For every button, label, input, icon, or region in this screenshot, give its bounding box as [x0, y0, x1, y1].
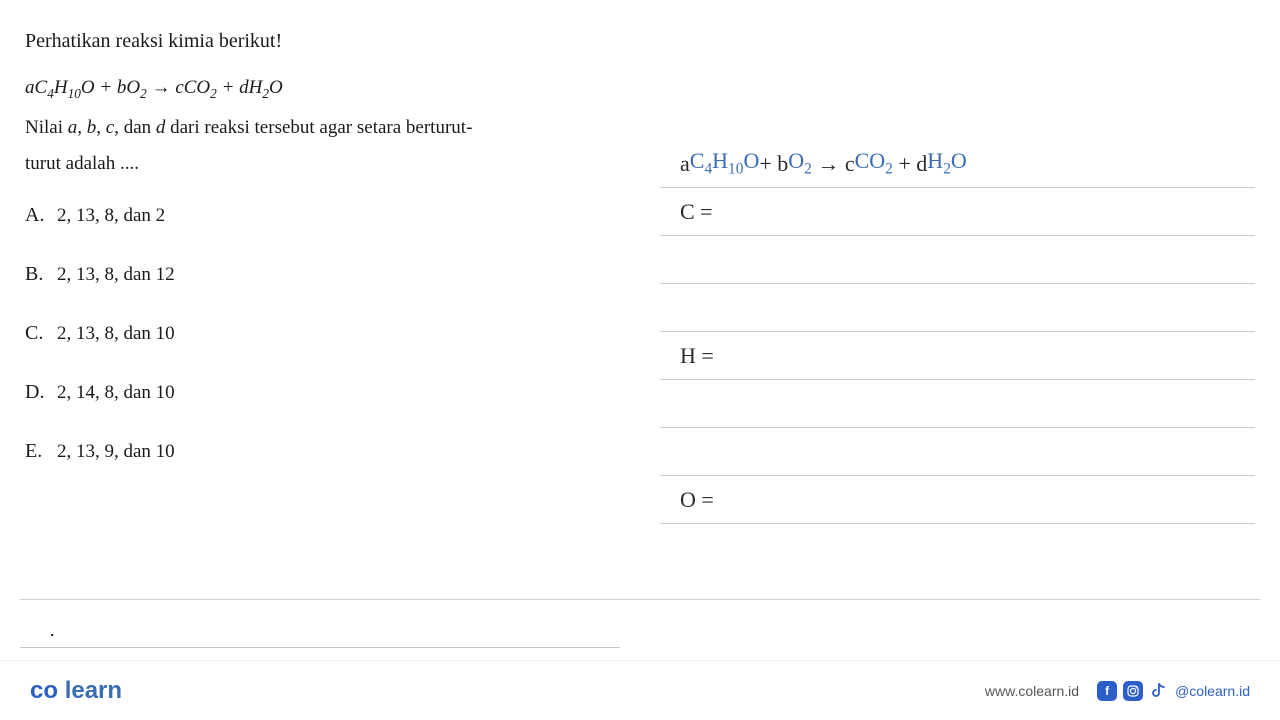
- footer: co learn www.colearn.id f @colearn.id: [0, 660, 1280, 720]
- social-handle: @colearn.id: [1175, 683, 1250, 699]
- option-letter: C.: [25, 322, 49, 345]
- logo: co learn: [30, 677, 122, 705]
- question-line2: turut adalah ....: [25, 153, 139, 174]
- dot-marker: .: [20, 600, 620, 648]
- handwriting-line-8: O =: [660, 476, 1255, 524]
- question-panel: Perhatikan reaksi kimia berikut! aC4H10O…: [25, 30, 640, 620]
- option-a: A. 2, 13, 8, dan 2: [25, 204, 620, 227]
- handwriting-line-1: a C4H10O + bO2 → c CO2 + d H2O: [660, 140, 1255, 188]
- handwriting-line-5: H =: [660, 332, 1255, 380]
- option-letter: D.: [25, 381, 49, 404]
- question-line1: Nilai a, b, c, dan d dari reaksi tersebu…: [25, 117, 472, 138]
- footer-left: co learn: [30, 677, 122, 705]
- instagram-icon: [1123, 681, 1143, 701]
- handwriting-panel: a C4H10O + bO2 → c CO2 + d H2O C = H = O…: [640, 30, 1255, 620]
- tiktok-icon: [1149, 681, 1169, 701]
- question-title: Perhatikan reaksi kimia berikut!: [25, 30, 620, 53]
- chemical-equation: aC4H10O + bO2 → cCO2 + dH2O: [25, 77, 620, 102]
- option-text: 2, 14, 8, dan 10: [57, 382, 175, 404]
- option-letter: B.: [25, 263, 49, 286]
- question-body: Nilai a, b, c, dan d dari reaksi tersebu…: [25, 110, 620, 182]
- option-letter: E.: [25, 440, 49, 463]
- social-icons: f @colearn.id: [1097, 681, 1250, 701]
- handwriting-line-4: [660, 284, 1255, 332]
- handwriting-line-7: [660, 428, 1255, 476]
- handwriting-line-3: [660, 236, 1255, 284]
- website-url: www.colearn.id: [985, 683, 1079, 699]
- options-list: A. 2, 13, 8, dan 2 B. 2, 13, 8, dan 12 C…: [25, 204, 620, 463]
- logo-learn: learn: [65, 677, 122, 704]
- option-text: 2, 13, 8, dan 10: [57, 323, 175, 345]
- option-letter: A.: [25, 204, 49, 227]
- option-text: 2, 13, 9, dan 10: [57, 441, 175, 463]
- logo-co: co: [30, 677, 58, 704]
- option-c: C. 2, 13, 8, dan 10: [25, 322, 620, 345]
- option-d: D. 2, 14, 8, dan 10: [25, 381, 620, 404]
- footer-right: www.colearn.id f @colearn.id: [985, 681, 1250, 701]
- option-text: 2, 13, 8, dan 12: [57, 264, 175, 286]
- handwriting-line-6: [660, 380, 1255, 428]
- handwriting-line-2: C =: [660, 188, 1255, 236]
- option-b: B. 2, 13, 8, dan 12: [25, 263, 620, 286]
- option-e: E. 2, 13, 9, dan 10: [25, 440, 620, 463]
- facebook-icon: f: [1097, 681, 1117, 701]
- option-text: 2, 13, 8, dan 2: [57, 205, 165, 227]
